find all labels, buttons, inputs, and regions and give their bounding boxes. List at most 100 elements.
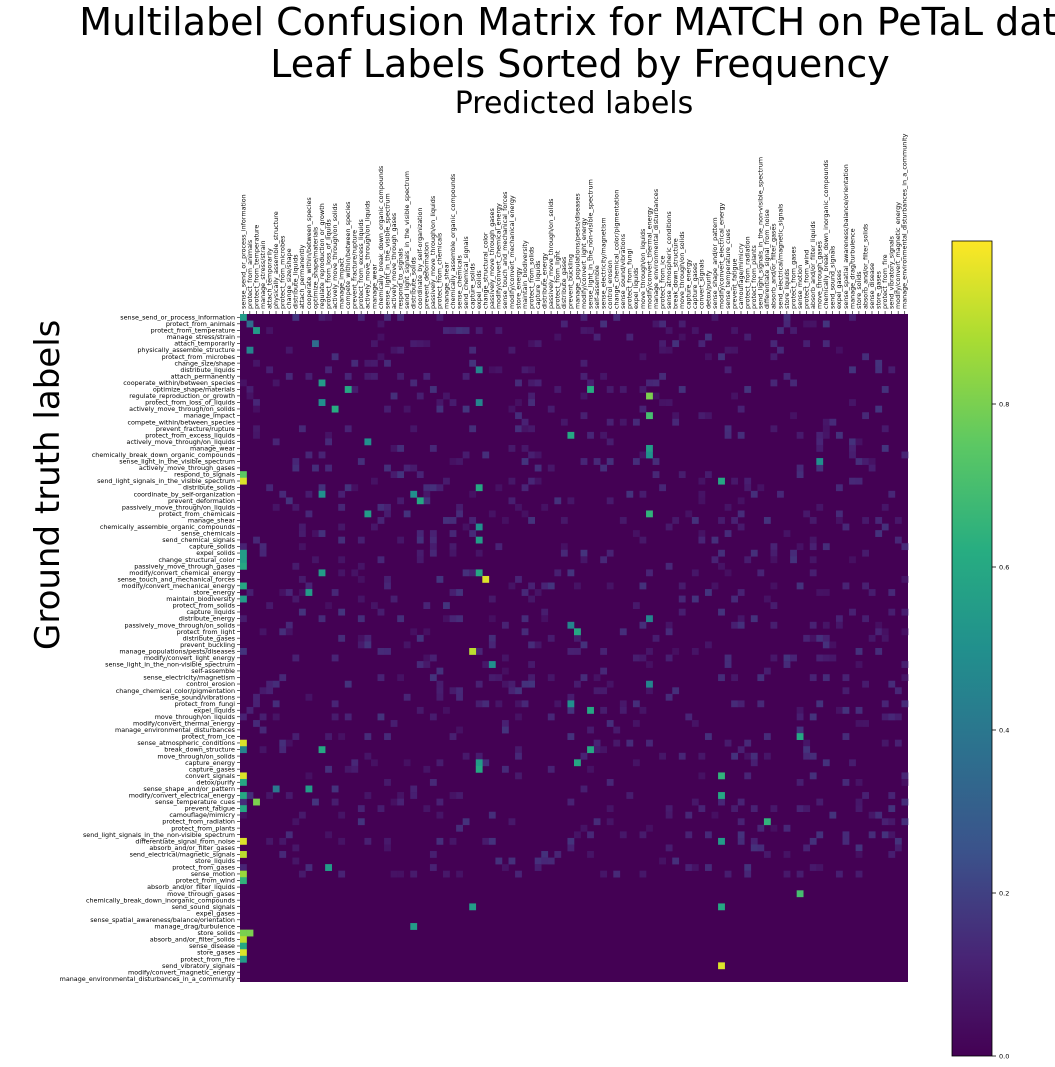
matrix-cell — [862, 517, 870, 524]
matrix-cell-strong — [240, 778, 247, 786]
matrix-cell — [325, 765, 332, 773]
matrix-cell — [449, 687, 457, 695]
matrix-cell-strong — [816, 458, 824, 465]
matrix-cell — [364, 359, 372, 367]
matrix-cell-strong — [240, 877, 247, 885]
matrix-cell — [370, 340, 378, 348]
matrix-cell — [560, 320, 568, 328]
x-tick-label: protect_from_gases — [789, 246, 797, 309]
matrix-cell — [240, 648, 247, 655]
matrix-cell — [515, 687, 522, 695]
x-tick-label: protect_from_radiation — [744, 236, 752, 309]
matrix-cell — [770, 340, 778, 348]
y-tick-label: sense_light_in_the_non-visible_spectrum — [105, 661, 235, 669]
matrix-cell — [724, 346, 732, 354]
y-tick-label: protect_from_gases — [172, 864, 235, 872]
x-tick-label: manage_environmental_disturbances_in_a_c… — [901, 133, 909, 309]
matrix-cell-strong — [246, 346, 254, 354]
matrix-cell — [456, 510, 463, 518]
matrix-cell — [881, 386, 889, 393]
matrix-cell — [770, 549, 778, 557]
matrix-cell — [659, 484, 666, 492]
matrix-cell — [665, 844, 673, 852]
matrix-cell — [384, 778, 391, 786]
x-tick-label: protect_from_animals — [246, 239, 254, 309]
matrix-cell-strong — [646, 451, 653, 459]
matrix-cell — [357, 458, 365, 465]
matrix-cell — [449, 615, 457, 623]
matrix-cell — [606, 549, 614, 557]
matrix-cell — [456, 687, 463, 695]
matrix-cell — [508, 444, 516, 452]
matrix-cell — [488, 837, 496, 845]
y-tick-label: absorb_and/or_filter_gases — [149, 844, 235, 852]
matrix-cell — [580, 674, 588, 682]
x-tick-label: manage_wear — [370, 264, 378, 309]
matrix-cell — [685, 510, 693, 518]
matrix-cell — [698, 340, 706, 348]
matrix-cell — [240, 615, 247, 623]
matrix-cell-strong — [246, 320, 254, 328]
y-tick-label: convert_signals — [185, 772, 235, 780]
matrix-cell — [842, 687, 850, 695]
matrix-cell — [796, 805, 804, 813]
matrix-cell — [534, 857, 542, 865]
y-tick-label: absorb_and/or_filter_liquids — [147, 883, 236, 891]
matrix-cell — [292, 503, 300, 511]
matrix-cell — [410, 379, 418, 387]
matrix-cell — [449, 837, 457, 845]
matrix-cell — [809, 752, 817, 760]
matrix-cell — [783, 870, 791, 878]
chart-title-line1: Multilabel Confusion Matrix for MATCH on… — [79, 0, 1055, 44]
matrix-cell — [325, 431, 332, 439]
matrix-cell — [574, 831, 581, 839]
matrix-cell — [528, 595, 536, 603]
matrix-cell — [423, 372, 431, 380]
y-tick-label: camouflage/mimicry — [169, 811, 235, 819]
matrix-cell — [698, 477, 706, 485]
matrix-cell — [718, 517, 725, 524]
matrix-cell — [469, 530, 477, 537]
matrix-cell — [410, 340, 418, 348]
x-tick-label: manage_shear — [442, 261, 450, 309]
matrix-cell — [397, 372, 405, 380]
y-tick-label: sense_shape_and/or_pattern — [143, 785, 235, 793]
matrix-cell — [501, 667, 509, 675]
matrix-cell — [410, 628, 418, 636]
matrix-cell — [875, 621, 883, 629]
matrix-cell — [560, 418, 568, 426]
y-tick-label: manage_shear — [188, 516, 236, 524]
matrix-cell — [364, 641, 372, 649]
matrix-cell — [724, 530, 732, 537]
matrix-cell — [731, 621, 739, 629]
matrix-cell — [790, 549, 797, 557]
matrix-cell — [665, 327, 673, 334]
matrix-cell — [508, 687, 516, 695]
matrix-cell — [377, 503, 385, 511]
matrix-cell — [855, 844, 863, 852]
matrix-cell — [397, 870, 405, 878]
matrix-cell — [875, 517, 883, 524]
matrix-cell — [652, 634, 660, 642]
matrix-cell — [685, 831, 693, 839]
y-tick-label: manage_stress/strain — [166, 333, 235, 341]
x-tick-label: distribute_solids — [410, 256, 418, 309]
matrix-cell — [318, 484, 326, 492]
y-tick-label: send_light_signals_in_the_non-visible_sp… — [83, 831, 235, 839]
x-tick-label: sense_disease — [868, 263, 876, 309]
matrix-cell — [338, 733, 346, 740]
y-tick-label: capture_gases — [189, 765, 236, 773]
x-tick-label: regulate_reproduction_or_growth — [318, 203, 326, 309]
matrix-cell — [822, 431, 830, 439]
matrix-cell — [698, 497, 706, 505]
matrix-cell — [803, 746, 811, 754]
x-tick-label: cooperate_within/between_species — [305, 197, 313, 309]
y-tick-label: prevent_fracture/rupture — [156, 425, 235, 433]
matrix-cell — [849, 759, 856, 767]
matrix-cell — [901, 661, 909, 668]
matrix-cell — [541, 851, 549, 858]
y-tick-label: capture_liquids — [187, 608, 236, 616]
matrix-cell — [613, 739, 621, 747]
matrix-cell — [875, 648, 883, 655]
matrix-cell — [796, 726, 804, 734]
